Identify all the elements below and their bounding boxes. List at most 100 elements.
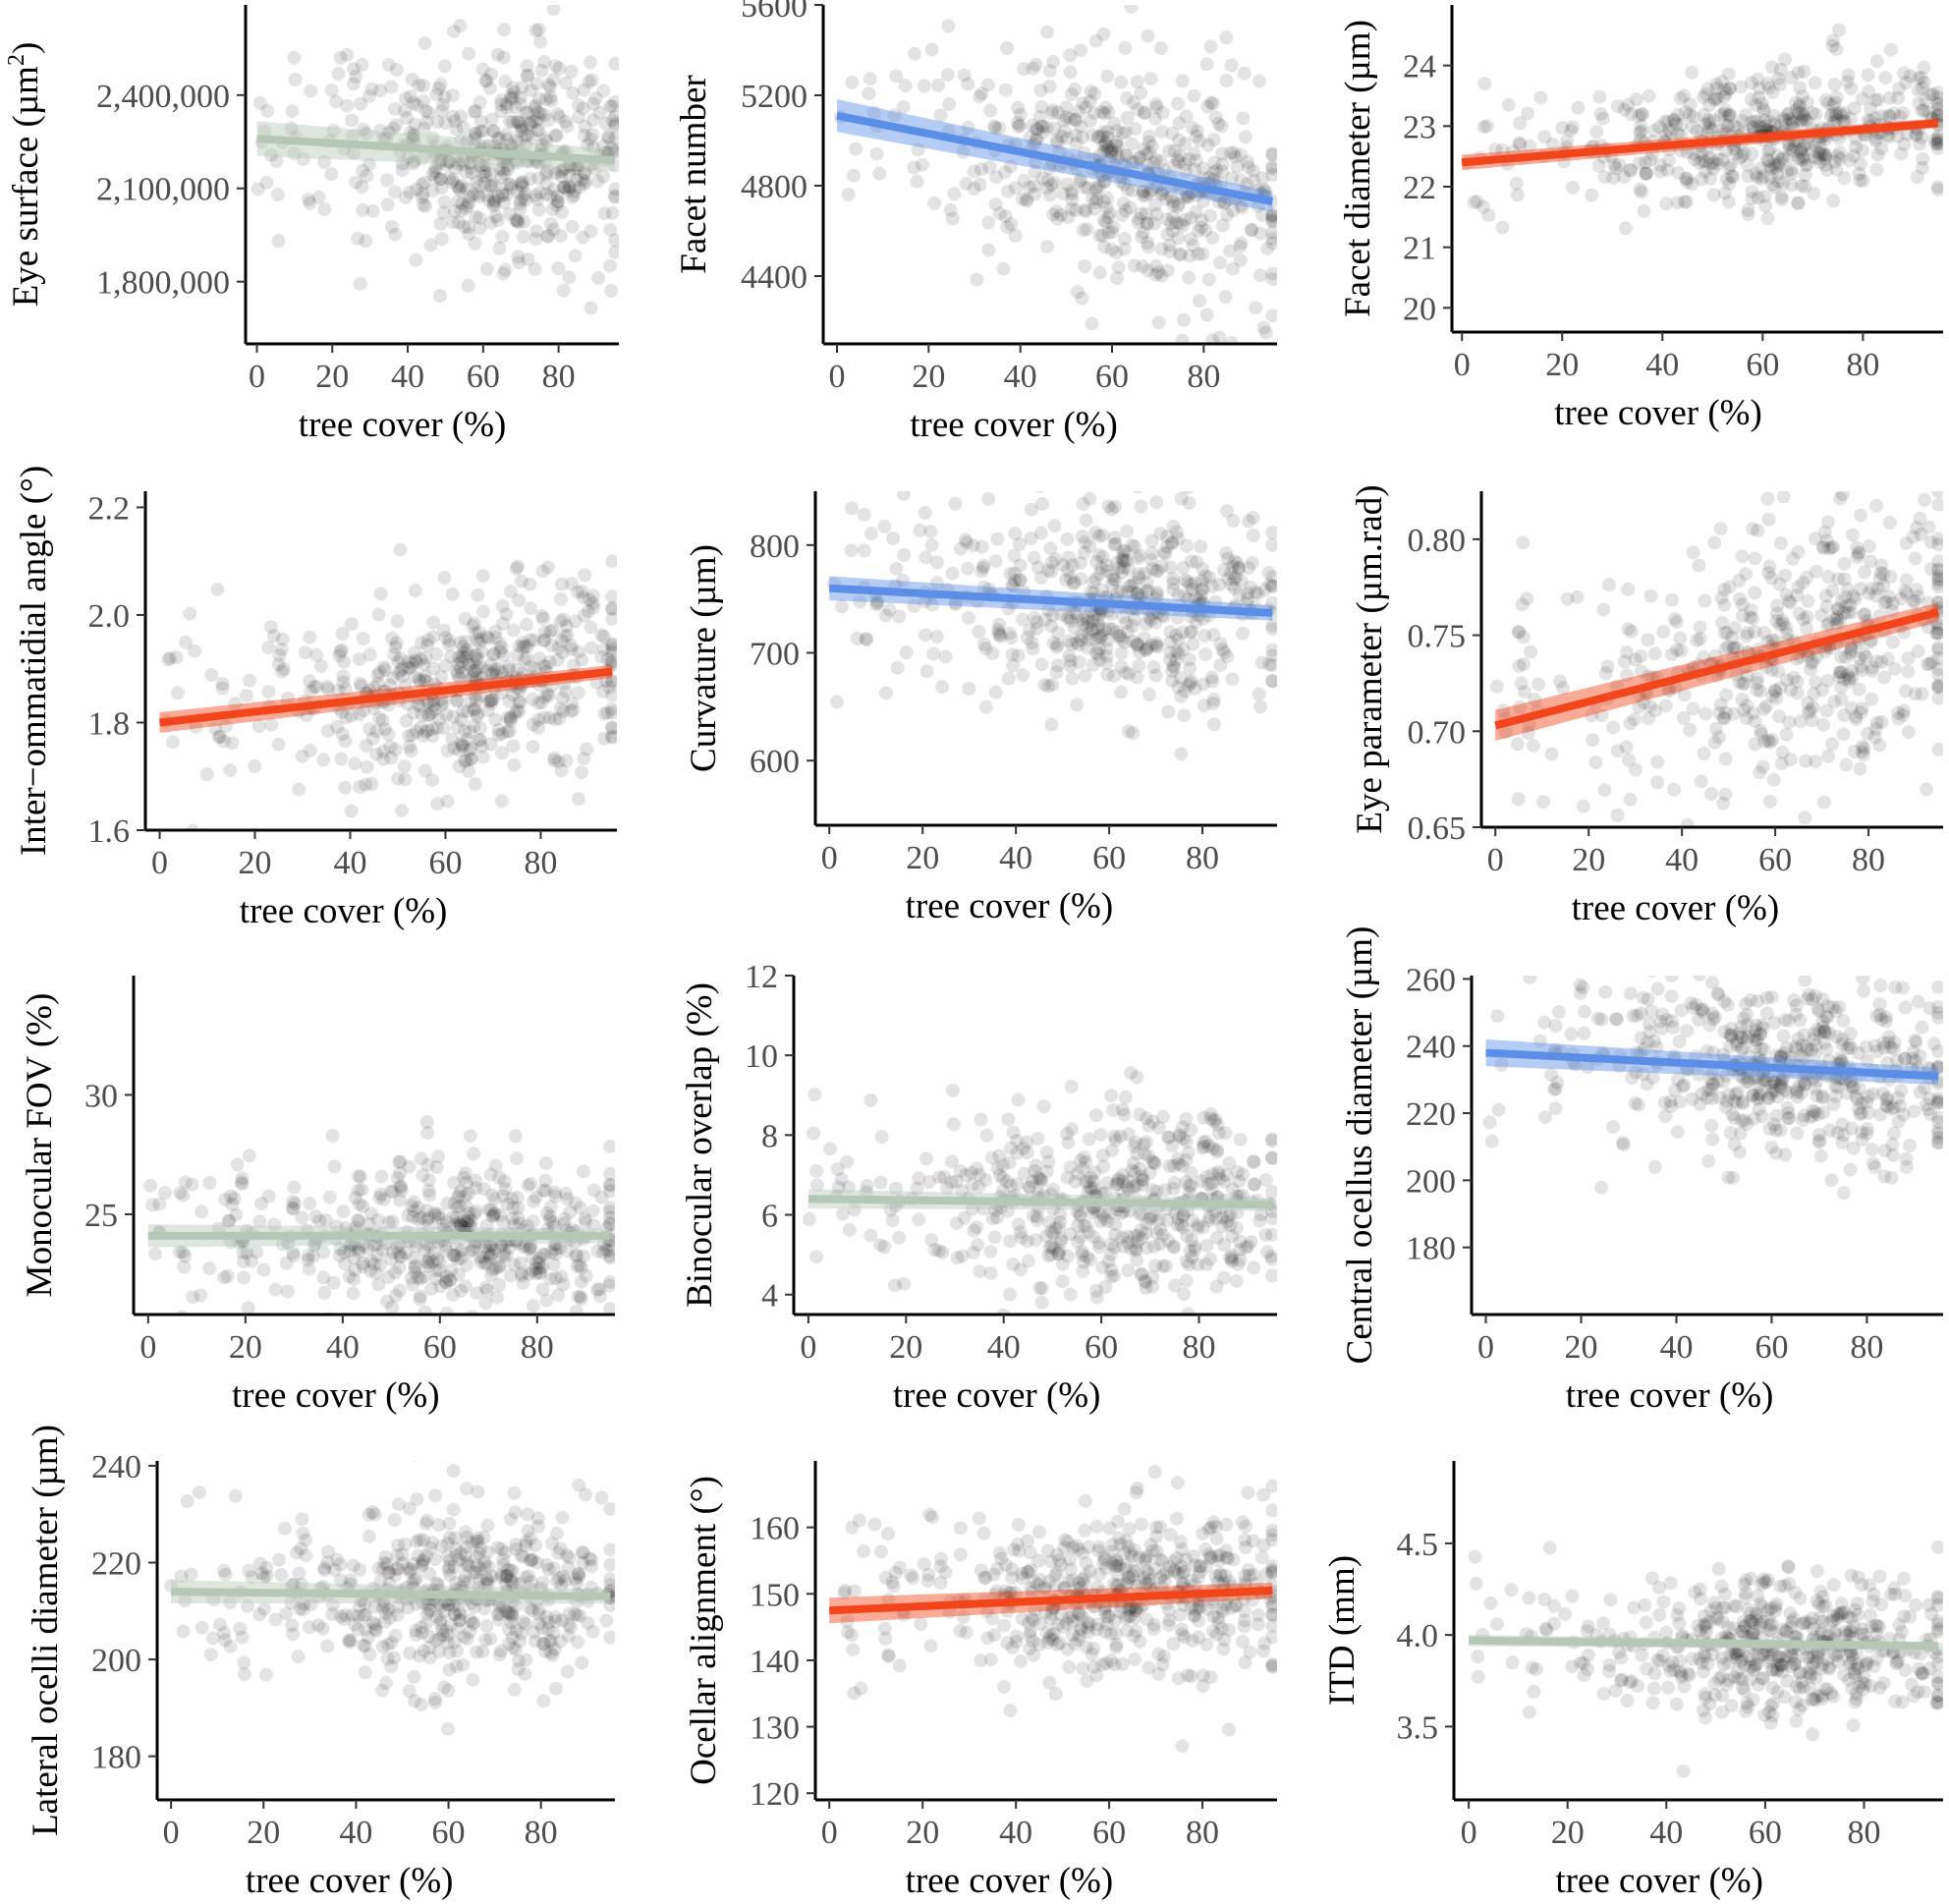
data-point [1748,586,1762,600]
data-point [376,1192,391,1206]
data-point [1106,220,1121,235]
data-point [1781,1085,1796,1099]
data-point [1741,1018,1754,1033]
data-point [1085,1205,1099,1220]
data-point [1629,92,1643,107]
data-point [1176,560,1191,575]
data-point [603,1216,615,1231]
data-point [409,182,423,196]
data-point [502,659,516,674]
data-point [1033,1172,1048,1187]
data-point [1184,609,1198,624]
data-point [1659,1012,1674,1027]
data-point [599,1613,614,1628]
data-point [1181,189,1196,203]
data-point [1921,620,1936,635]
data-point [517,190,531,204]
data-point [402,654,416,669]
data-point [1930,108,1943,123]
data-point [1153,527,1168,540]
data-point [1131,637,1145,651]
data-point [548,129,563,143]
data-point [1116,1167,1130,1182]
data-point [1759,699,1774,713]
data-point [1148,111,1163,126]
data-point [925,597,939,612]
data-point [1772,1078,1787,1092]
data-point [1257,184,1272,198]
data-point [420,1157,435,1172]
data-point [509,561,524,576]
data-point [1760,733,1775,748]
data-point [1179,1112,1194,1126]
data-point [369,724,384,739]
data-point [445,175,460,190]
data-point [450,720,465,734]
data-point [1809,1081,1822,1095]
data-point [429,720,444,735]
x-tick-label: 40 [1665,842,1698,878]
data-point [166,735,181,750]
data-point [537,690,552,704]
data-point [454,654,469,669]
data-point [1265,207,1277,222]
data-point [420,633,435,647]
x-tick-label: 80 [521,1329,554,1366]
data-point [1158,546,1173,561]
data-point [919,550,933,565]
data-point [1172,1128,1187,1143]
data-point [188,644,202,658]
data-point [1830,601,1845,616]
y-tick-label: 2,100,000 [96,172,230,208]
data-point [295,1210,309,1225]
data-point [1104,1262,1119,1277]
data-point [1097,106,1112,121]
data-point [376,659,391,674]
data-point [1139,617,1153,632]
data-point [1745,185,1759,198]
data-point [1730,1095,1745,1110]
data-point [170,686,185,700]
data-point [487,195,502,209]
data-point [569,1304,584,1315]
data-point [495,665,510,680]
data-point [1171,1156,1186,1171]
data-point [1082,633,1096,647]
data-point [1188,1243,1202,1258]
data-point [1182,496,1197,510]
data-point [1096,1207,1110,1222]
data-point [338,780,353,795]
data-point [496,50,511,65]
data-point [442,154,456,169]
data-point [1065,558,1080,573]
data-point [1800,138,1814,152]
data-point [445,732,460,747]
data-point [286,1202,301,1216]
data-point [1702,952,1716,966]
data-point [346,1286,361,1301]
data-point [1783,141,1797,156]
data-point [1097,1186,1112,1201]
data-point [503,1268,518,1283]
data-point [1229,570,1244,584]
data-point [1629,762,1643,777]
data-point [1839,757,1854,772]
data-point [1699,1091,1714,1105]
data-point [1030,1213,1044,1228]
data-point [512,704,527,719]
data-point [366,700,381,715]
data-point [1159,192,1174,206]
data-point [516,636,529,649]
data-point [426,699,441,713]
data-point [1156,545,1171,560]
x-tick-label: 20 [1565,1329,1598,1366]
data-point [978,642,993,656]
data-point [1829,162,1844,177]
data-point [1782,1050,1797,1064]
data-point [1100,125,1115,140]
data-point [1917,76,1931,89]
data-point [498,1545,513,1560]
data-point [1931,1131,1943,1146]
data-point [1714,108,1728,123]
